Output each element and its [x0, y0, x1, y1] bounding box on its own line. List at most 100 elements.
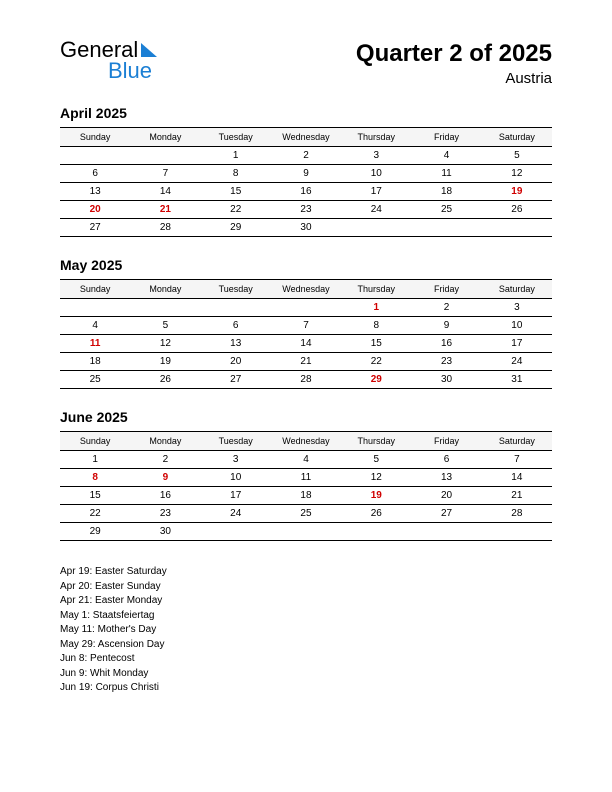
- page-title: Quarter 2 of 2025: [356, 40, 552, 68]
- calendar-day-cell: 3: [341, 147, 411, 165]
- day-header: Wednesday: [271, 432, 341, 451]
- month-block: May 2025SundayMondayTuesdayWednesdayThur…: [60, 257, 552, 389]
- day-header: Saturday: [482, 280, 552, 299]
- day-header: Thursday: [341, 280, 411, 299]
- calendar-week-row: 6789101112: [60, 165, 552, 183]
- holiday-line: Jun 8: Pentecost: [60, 652, 552, 667]
- calendar-day-cell: 28: [130, 219, 200, 237]
- calendar-week-row: 22232425262728: [60, 505, 552, 523]
- calendar-day-cell: [271, 299, 341, 317]
- day-header: Monday: [130, 432, 200, 451]
- calendar-day-cell: 25: [271, 505, 341, 523]
- calendar-day-cell: 11: [411, 165, 481, 183]
- calendar-day-cell: 5: [482, 147, 552, 165]
- day-header: Friday: [411, 128, 481, 147]
- calendar-day-cell: 7: [130, 165, 200, 183]
- holiday-list: Apr 19: Easter SaturdayApr 20: Easter Su…: [60, 565, 552, 696]
- calendar-day-cell: 16: [411, 335, 481, 353]
- calendar-day-cell: 24: [201, 505, 271, 523]
- calendar-day-cell: 22: [341, 353, 411, 371]
- calendar-day-cell: 29: [201, 219, 271, 237]
- calendar-day-cell: 25: [60, 371, 130, 389]
- calendar-day-cell: 25: [411, 201, 481, 219]
- calendar-day-cell: 13: [60, 183, 130, 201]
- day-header: Thursday: [341, 128, 411, 147]
- calendar-day-cell: 7: [482, 451, 552, 469]
- calendar-day-cell: [341, 219, 411, 237]
- calendar-day-cell: [271, 523, 341, 541]
- calendar-day-cell: 2: [411, 299, 481, 317]
- calendar-day-cell: 15: [201, 183, 271, 201]
- calendar-day-cell: 30: [130, 523, 200, 541]
- calendar-day-cell: 14: [271, 335, 341, 353]
- calendar-day-cell: [201, 523, 271, 541]
- calendar-day-cell: 18: [60, 353, 130, 371]
- calendar-week-row: 13141516171819: [60, 183, 552, 201]
- calendar-day-cell: 10: [482, 317, 552, 335]
- calendar-day-cell: 17: [201, 487, 271, 505]
- logo-text-blue: Blue: [60, 61, 157, 82]
- calendar-day-cell: 1: [341, 299, 411, 317]
- calendar-day-cell: 5: [130, 317, 200, 335]
- holiday-line: Apr 21: Easter Monday: [60, 594, 552, 609]
- calendar-day-cell: 14: [130, 183, 200, 201]
- calendar-day-cell: 27: [201, 371, 271, 389]
- calendar-day-cell: 2: [271, 147, 341, 165]
- holiday-line: Jun 19: Corpus Christi: [60, 681, 552, 696]
- calendar-day-cell: 10: [201, 469, 271, 487]
- month-title: June 2025: [60, 409, 552, 425]
- calendar-day-cell: [411, 219, 481, 237]
- calendar-day-cell: 12: [341, 469, 411, 487]
- calendar-day-cell: 22: [201, 201, 271, 219]
- calendar-day-cell: 10: [341, 165, 411, 183]
- calendar-day-cell: [341, 523, 411, 541]
- day-header: Sunday: [60, 128, 130, 147]
- calendar-day-cell: 5: [341, 451, 411, 469]
- calendar-day-cell: [60, 147, 130, 165]
- calendar-week-row: 25262728293031: [60, 371, 552, 389]
- day-header: Monday: [130, 128, 200, 147]
- calendar-day-cell: 28: [482, 505, 552, 523]
- holiday-line: May 29: Ascension Day: [60, 638, 552, 653]
- calendar-day-cell: 20: [411, 487, 481, 505]
- calendar-day-cell: 16: [271, 183, 341, 201]
- holiday-line: Jun 9: Whit Monday: [60, 667, 552, 682]
- calendar-table: SundayMondayTuesdayWednesdayThursdayFrid…: [60, 279, 552, 389]
- calendar-week-row: 891011121314: [60, 469, 552, 487]
- calendar-day-cell: 19: [130, 353, 200, 371]
- calendar-day-cell: 3: [201, 451, 271, 469]
- calendar-table: SundayMondayTuesdayWednesdayThursdayFrid…: [60, 431, 552, 541]
- day-header: Saturday: [482, 128, 552, 147]
- day-header: Wednesday: [271, 128, 341, 147]
- calendar-day-cell: 18: [271, 487, 341, 505]
- calendar-day-cell: 9: [411, 317, 481, 335]
- holiday-line: Apr 19: Easter Saturday: [60, 565, 552, 580]
- calendar-day-cell: [130, 147, 200, 165]
- day-header: Friday: [411, 432, 481, 451]
- month-block: April 2025SundayMondayTuesdayWednesdayTh…: [60, 105, 552, 237]
- calendar-day-cell: 29: [341, 371, 411, 389]
- calendar-day-cell: 30: [271, 219, 341, 237]
- calendar-day-cell: 11: [271, 469, 341, 487]
- day-header: Tuesday: [201, 432, 271, 451]
- day-header: Thursday: [341, 432, 411, 451]
- calendar-day-cell: 21: [271, 353, 341, 371]
- calendar-day-cell: 21: [482, 487, 552, 505]
- logo: General Blue: [60, 40, 157, 82]
- calendar-day-cell: [130, 299, 200, 317]
- calendar-day-cell: 9: [130, 469, 200, 487]
- calendar-day-cell: 15: [341, 335, 411, 353]
- calendar-day-cell: 19: [341, 487, 411, 505]
- calendar-day-cell: 24: [341, 201, 411, 219]
- calendar-day-cell: 4: [271, 451, 341, 469]
- day-header: Sunday: [60, 432, 130, 451]
- calendar-week-row: 18192021222324: [60, 353, 552, 371]
- month-block: June 2025 SundayMondayTuesdayWednesdayThu…: [60, 409, 552, 541]
- calendar-day-cell: [482, 523, 552, 541]
- holiday-line: May 1: Staatsfeiertag: [60, 609, 552, 624]
- page-header: General Blue Quarter 2 of 2025 Austria: [60, 40, 552, 87]
- calendar-day-cell: 13: [411, 469, 481, 487]
- calendar-day-cell: 2: [130, 451, 200, 469]
- calendar-day-cell: 12: [130, 335, 200, 353]
- calendar-day-cell: 1: [60, 451, 130, 469]
